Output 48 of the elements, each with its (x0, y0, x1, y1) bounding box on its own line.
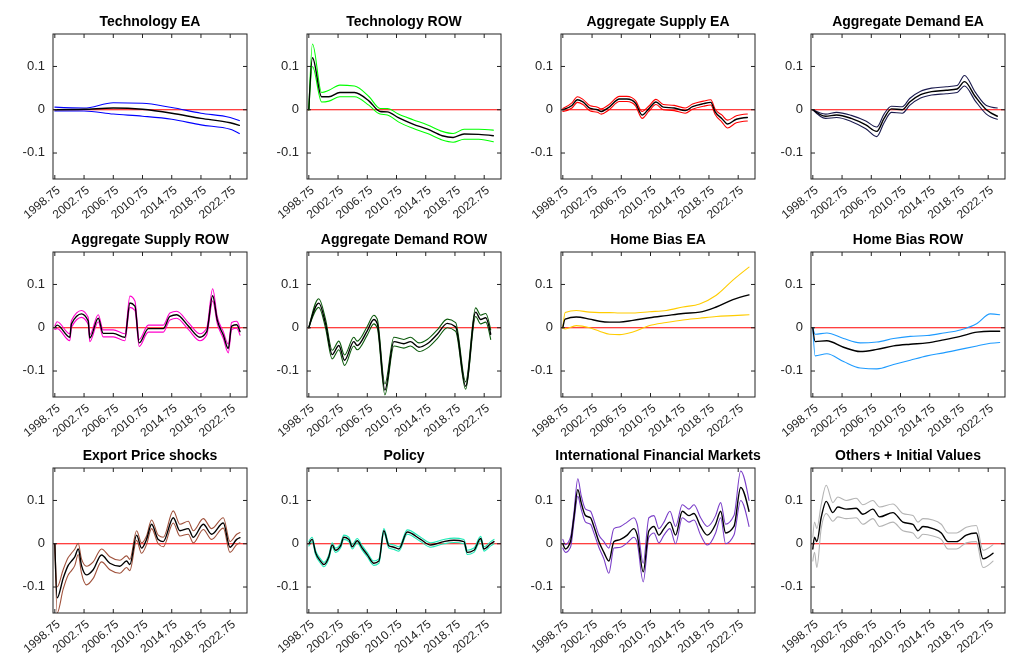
y-tick-label: 0.1 (26, 57, 45, 73)
chart-title: Home Bias ROW (852, 231, 965, 247)
chart-title: Export Price shocks (82, 447, 218, 463)
y-tick-label: 0 (795, 101, 803, 117)
y-tick-label: 0 (291, 535, 299, 551)
chart-title: Aggregate Supply EA (586, 13, 730, 29)
y-tick-label: -0.1 (22, 362, 45, 378)
y-tick-label: -0.1 (530, 362, 553, 378)
y-tick-label: -0.1 (780, 578, 803, 594)
chart-title: Aggregate Demand ROW (320, 231, 489, 247)
chart-title: Aggregate Supply ROW (71, 231, 230, 247)
y-tick-label: -0.1 (780, 144, 803, 160)
y-tick-label: -0.1 (276, 144, 299, 160)
y-tick-label: 0.1 (280, 275, 299, 291)
y-tick-label: 0.1 (534, 57, 553, 73)
y-tick-label: 0.1 (534, 491, 553, 507)
y-tick-label: 0.1 (784, 275, 803, 291)
y-tick-label: 0.1 (784, 57, 803, 73)
y-tick-label: 0 (795, 535, 803, 551)
chart-title: Technology ROW (346, 13, 463, 29)
y-tick-label: -0.1 (276, 362, 299, 378)
y-tick-label: -0.1 (780, 362, 803, 378)
y-tick-label: -0.1 (276, 578, 299, 594)
y-tick-label: 0 (291, 101, 299, 117)
y-tick-label: 0 (291, 319, 299, 335)
y-tick-label: -0.1 (22, 144, 45, 160)
y-tick-label: -0.1 (530, 578, 553, 594)
y-tick-label: 0.1 (26, 275, 45, 291)
y-tick-label: 0 (795, 319, 803, 335)
y-tick-label: 0 (545, 535, 553, 551)
y-tick-label: -0.1 (22, 578, 45, 594)
y-tick-label: 0.1 (280, 57, 299, 73)
y-tick-label: 0.1 (280, 491, 299, 507)
y-tick-label: 0 (37, 319, 45, 335)
y-tick-label: 0 (545, 101, 553, 117)
chart-title: International Financial Markets (555, 447, 761, 463)
y-tick-label: 0 (545, 319, 553, 335)
y-tick-label: 0.1 (534, 275, 553, 291)
chart-title: Policy (383, 447, 425, 463)
chart-title: Home Bias EA (610, 231, 706, 247)
y-tick-label: 0.1 (784, 491, 803, 507)
y-tick-label: -0.1 (530, 144, 553, 160)
chart-title: Technology EA (99, 13, 201, 29)
chart-title: Others + Initial Values (835, 447, 982, 463)
y-tick-label: 0 (37, 535, 45, 551)
y-tick-label: 0.1 (26, 491, 45, 507)
chart-title: Aggregate Demand EA (832, 13, 984, 29)
y-tick-label: 0 (37, 101, 45, 117)
